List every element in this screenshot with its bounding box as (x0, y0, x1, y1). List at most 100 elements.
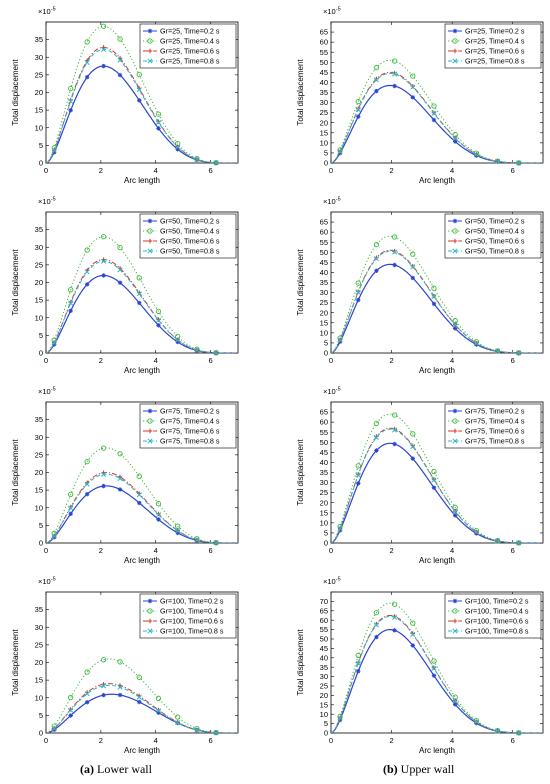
y-tick-label: 10 (320, 328, 328, 337)
x-tick-label: 2 (389, 736, 393, 745)
y-tick-label: 20 (35, 88, 43, 97)
data-point (84, 74, 90, 80)
data-point (355, 280, 361, 286)
data-point (68, 85, 74, 92)
y-tick-label: 60 (320, 418, 328, 427)
data-point (452, 139, 458, 144)
series-line (46, 693, 238, 733)
y-tick-label: 55 (320, 428, 328, 437)
data-point (117, 659, 123, 665)
x-tick-label: 4 (450, 546, 454, 555)
legend-marker (452, 48, 458, 54)
y-scale-factor: ×10-5 (323, 197, 341, 207)
data-point (391, 601, 398, 607)
data-point (156, 517, 161, 522)
data-point (117, 475, 123, 482)
data-point (373, 256, 379, 262)
data-point (117, 451, 123, 457)
data-point (337, 525, 343, 532)
y-axis-label: Total displacement (11, 59, 20, 126)
caption-letter: (a) (80, 762, 94, 776)
data-point (213, 350, 219, 356)
legend-entry: Gr=100, Time=0.6 s (465, 617, 529, 626)
y-tick-label: 40 (320, 268, 328, 277)
data-point (136, 473, 142, 479)
data-point (355, 463, 361, 469)
series-line (331, 72, 543, 163)
legend-entry: Gr=75, Time=0.4 s (465, 417, 525, 426)
data-point (473, 151, 479, 157)
x-tick-label: 0 (44, 356, 48, 365)
data-point (51, 726, 57, 732)
y-tick-label: 20 (35, 278, 43, 287)
y-tick-label: 65 (320, 606, 328, 615)
y-tick-label: 60 (320, 616, 328, 625)
y-tick-label: 45 (320, 448, 328, 457)
y-tick-label: 70 (320, 597, 328, 606)
x-axis-label: Arc length (124, 176, 160, 185)
y-scale-exponent: -5 (336, 7, 341, 13)
legend: Gr=50, Time=0.2 sGr=50, Time=0.4 sGr=50,… (139, 213, 237, 259)
data-point (194, 727, 200, 733)
data-point (392, 614, 398, 620)
data-point (194, 347, 200, 353)
series-line (46, 658, 238, 733)
y-tick-label: 20 (320, 691, 328, 700)
legend-entry: Gr=75, Time=0.4 s (160, 417, 220, 426)
series-markers (51, 258, 219, 356)
series-markers (337, 249, 522, 356)
y-tick-label: 30 (320, 478, 328, 487)
data-point (155, 501, 162, 507)
y-axis-label: Total displacement (296, 59, 305, 126)
data-point (392, 83, 397, 89)
data-point (355, 98, 361, 105)
x-tick-label: 6 (511, 546, 515, 555)
data-point (516, 160, 522, 166)
x-tick-label: 2 (99, 736, 103, 745)
y-tick-label: 20 (320, 498, 328, 507)
data-point (516, 540, 522, 546)
y-tick-label: 55 (320, 48, 328, 57)
legend-entry: Gr=100, Time=0.4 s (160, 607, 224, 616)
data-point (84, 481, 90, 487)
y-tick-label: 15 (320, 508, 328, 517)
legend: Gr=25, Time=0.2 sGr=25, Time=0.4 sGr=25,… (444, 23, 542, 69)
data-point (117, 487, 123, 492)
chart-panel-a-3: 0 5 10 15 20 25 30 35 0 2 4 6 Arc length Total displa… (11, 387, 239, 565)
y-scale-exponent: -5 (336, 387, 341, 393)
data-point (175, 530, 180, 536)
data-point (101, 273, 106, 278)
data-point (175, 147, 180, 152)
data-point (51, 147, 57, 153)
data-point (452, 508, 458, 515)
data-point (84, 691, 90, 697)
x-tick-label: 2 (389, 546, 393, 555)
y-tick-label: 45 (320, 644, 328, 653)
data-point (495, 158, 501, 164)
series-markers (52, 273, 219, 356)
data-point (175, 339, 180, 345)
data-point (84, 458, 90, 465)
y-tick-label: 25 (35, 260, 43, 269)
y-tick-label: 30 (35, 623, 43, 632)
y-tick-label: 0 (39, 159, 43, 168)
data-point (431, 103, 437, 109)
legend: Gr=25, Time=0.2 sGr=25, Time=0.4 sGr=25,… (139, 23, 237, 69)
series-markers (52, 483, 219, 546)
series-markers (337, 427, 522, 546)
legend-entry: Gr=75, Time=0.6 s (465, 427, 525, 436)
x-tick-label: 0 (44, 166, 48, 175)
data-point (136, 674, 142, 680)
data-point (117, 267, 123, 273)
y-tick-label: 10 (320, 138, 328, 147)
series-line (331, 59, 543, 163)
series-line (331, 442, 543, 543)
data-point (136, 275, 142, 281)
data-point (156, 126, 161, 131)
y-tick-label: 20 (320, 118, 328, 127)
data-point (68, 511, 73, 517)
legend-entry: Gr=25, Time=0.2 s (160, 27, 220, 36)
y-axis-label: Total displacement (11, 629, 20, 696)
